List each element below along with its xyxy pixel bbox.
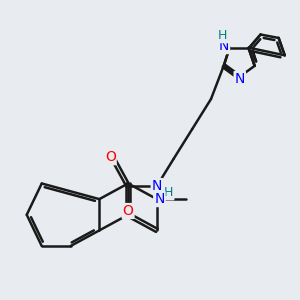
Text: H: H bbox=[164, 186, 173, 200]
Text: O: O bbox=[105, 150, 116, 164]
Text: H: H bbox=[218, 29, 227, 42]
Text: N: N bbox=[235, 72, 245, 86]
Text: N: N bbox=[154, 192, 165, 206]
Text: N: N bbox=[219, 39, 229, 53]
Text: N: N bbox=[152, 179, 162, 193]
Text: O: O bbox=[123, 204, 134, 218]
